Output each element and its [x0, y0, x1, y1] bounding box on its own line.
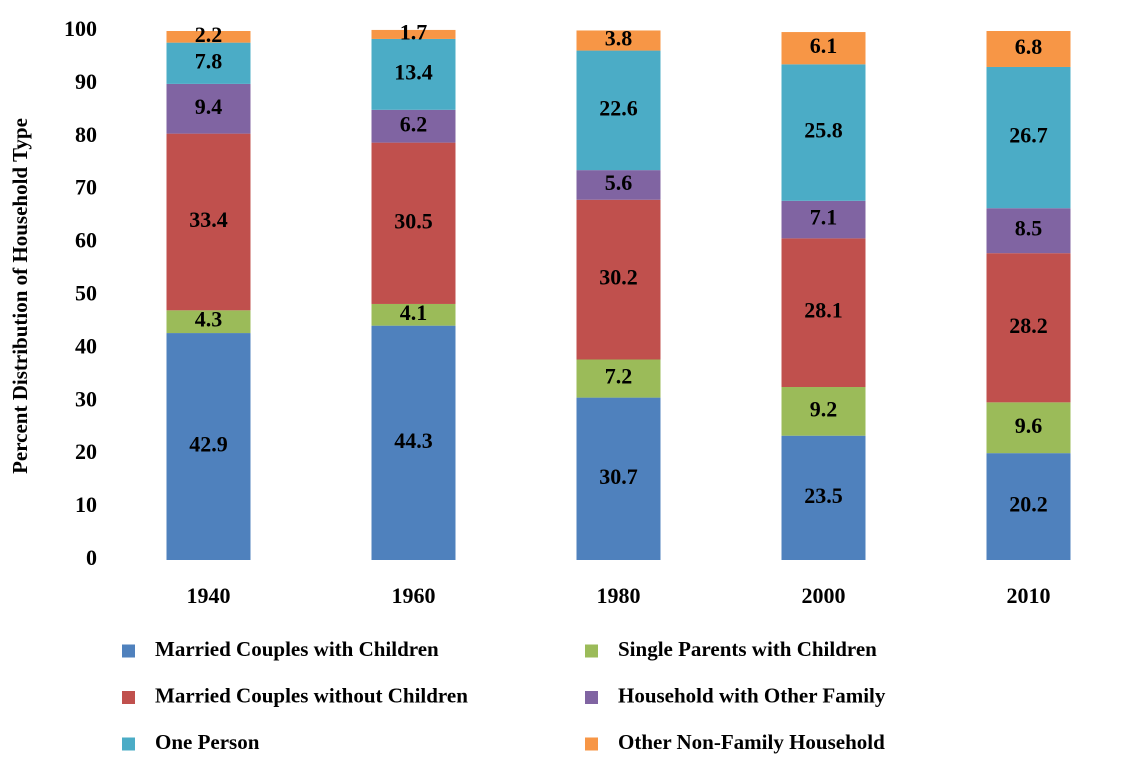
bar-segment — [166, 42, 251, 84]
bar-segment — [986, 453, 1071, 560]
data-label: 30.5 — [394, 208, 433, 233]
legend-swatch — [122, 737, 135, 751]
legend-label: Married Couples without Children — [155, 683, 468, 707]
data-label: 44.3 — [394, 428, 433, 453]
data-label: 1.7 — [400, 19, 428, 44]
legend-swatch — [585, 644, 598, 658]
legend-label: One Person — [155, 730, 260, 754]
bar-segment — [166, 133, 251, 311]
bar-segment — [986, 208, 1071, 254]
legend-label: Household with Other Family — [618, 683, 886, 707]
bar-segment — [371, 109, 456, 143]
data-label: 7.2 — [605, 364, 633, 389]
data-label: 3.8 — [605, 26, 633, 51]
legend-swatch — [585, 737, 598, 751]
data-label: 7.1 — [810, 205, 838, 230]
data-label: 23.5 — [804, 483, 843, 508]
bar-segment — [166, 310, 251, 334]
legend-label: Single Parents with Children — [618, 637, 877, 661]
data-label: 42.9 — [189, 432, 228, 457]
bar-segment — [986, 402, 1071, 454]
data-label: 6.2 — [400, 111, 428, 136]
x-tick-label: 2010 — [1007, 583, 1051, 608]
data-label: 25.8 — [804, 118, 843, 143]
y-tick-label: 20 — [75, 439, 97, 464]
bar-segment — [781, 64, 866, 201]
bar-segment — [371, 29, 456, 39]
y-tick-label: 70 — [75, 175, 97, 200]
x-tick-label: 1980 — [597, 583, 641, 608]
bar-segment — [781, 238, 866, 388]
bar-segment — [576, 359, 661, 398]
bar-segment — [166, 31, 251, 43]
data-label: 9.2 — [810, 396, 838, 421]
bar-segment — [576, 397, 661, 560]
data-label: 6.8 — [1015, 34, 1043, 59]
data-label: 33.4 — [189, 207, 228, 232]
data-label: 20.2 — [1009, 492, 1048, 517]
legend-label: Married Couples with Children — [155, 637, 439, 661]
bar-segment — [371, 38, 456, 110]
data-label: 28.2 — [1009, 313, 1048, 338]
data-label: 7.8 — [195, 48, 223, 73]
y-tick-label: 50 — [75, 281, 97, 306]
data-label: 13.4 — [394, 59, 433, 84]
data-label: 9.6 — [1015, 413, 1043, 438]
data-label: 6.1 — [810, 33, 838, 58]
data-label: 22.6 — [599, 95, 638, 120]
y-tick-label: 0 — [86, 545, 97, 570]
data-label: 30.7 — [599, 464, 638, 489]
data-label: 30.2 — [599, 265, 638, 290]
x-tick-label: 1960 — [392, 583, 436, 608]
bar-segment — [781, 32, 866, 65]
y-tick-label: 30 — [75, 386, 97, 411]
bar-segment — [371, 303, 456, 326]
bar-segment — [781, 435, 866, 560]
legend-swatch — [585, 691, 598, 704]
data-label: 4.3 — [195, 307, 223, 332]
bar-segment — [576, 50, 661, 171]
bar-segment — [781, 200, 866, 239]
legend-label: Other Non-Family Household — [618, 730, 885, 754]
data-label: 28.1 — [804, 298, 843, 323]
data-label: 5.6 — [605, 170, 633, 195]
data-label: 8.5 — [1015, 216, 1043, 241]
bar-segment — [166, 333, 251, 560]
x-tick-label: 1940 — [187, 583, 231, 608]
bar-segment — [986, 253, 1071, 403]
bar-segment — [576, 170, 661, 200]
bar-segment — [986, 31, 1071, 67]
legend-swatch — [122, 691, 135, 704]
x-tick-label: 2000 — [802, 583, 846, 608]
y-axis-label: Percent Distribution of Household Type — [8, 118, 32, 474]
data-label: 9.4 — [195, 94, 223, 119]
bar-segment — [576, 30, 661, 51]
bar-segment — [576, 199, 661, 360]
data-label: 26.7 — [1009, 123, 1048, 148]
y-tick-label: 60 — [75, 228, 97, 253]
bar-segment — [781, 387, 866, 436]
y-tick-label: 80 — [75, 122, 97, 147]
legend-swatch — [122, 644, 135, 658]
bar-segment — [371, 325, 456, 560]
y-tick-label: 40 — [75, 333, 97, 358]
data-label: 2.2 — [195, 22, 223, 47]
bar-segment — [166, 83, 251, 134]
y-tick-label: 90 — [75, 69, 97, 94]
data-label: 4.1 — [400, 300, 428, 325]
bar-segment — [986, 66, 1071, 209]
y-tick-label: 100 — [64, 16, 97, 41]
bar-segment — [371, 142, 456, 304]
y-tick-label: 10 — [75, 492, 97, 517]
